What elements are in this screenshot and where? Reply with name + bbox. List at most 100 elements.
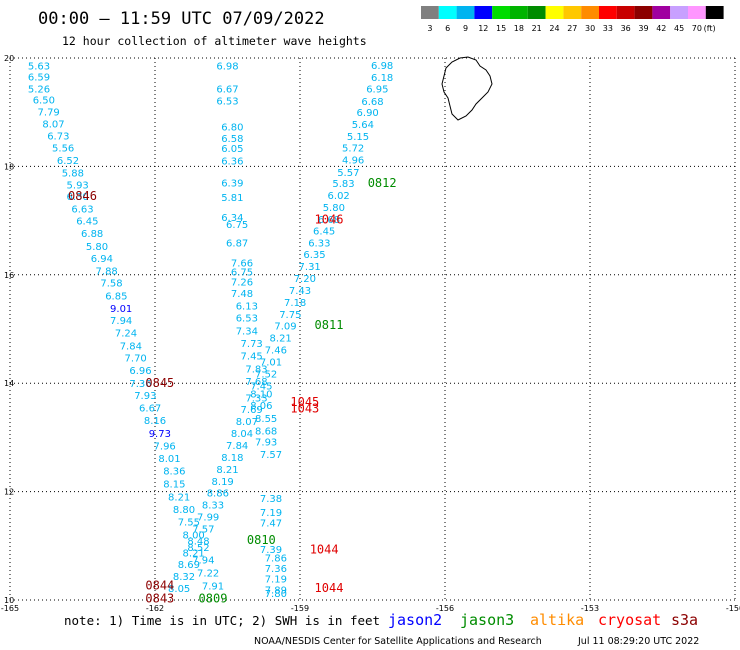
swh-value: 7.19 xyxy=(260,508,282,519)
swh-value: 7.45 xyxy=(241,352,263,363)
swh-value: 8.33 xyxy=(202,501,224,512)
swh-value: 6.53 xyxy=(216,96,238,107)
swh-value: 5.63 xyxy=(28,62,50,73)
chart-title: 00:00 – 11:59 UTC 07/09/2022 xyxy=(38,9,325,29)
satellite-label-altika: altika xyxy=(530,611,584,629)
swh-value: 6.36 xyxy=(221,156,243,167)
pass-time-label: 0844 xyxy=(145,578,174,592)
swh-value: 6.33 xyxy=(308,238,330,249)
swh-value: 7.66 xyxy=(231,258,253,269)
swh-value: 7.38 xyxy=(260,494,282,505)
swh-value: 8.21 xyxy=(216,465,238,476)
x-tick-label: -162 xyxy=(146,604,164,613)
legend-swatch xyxy=(421,6,439,19)
swh-value: 5.15 xyxy=(347,132,369,143)
swh-value: 7.22 xyxy=(197,568,219,579)
pass-time-label: 1044 xyxy=(310,543,339,557)
swh-value: 7.58 xyxy=(100,278,122,289)
swh-value: 6.98 xyxy=(371,61,393,72)
swh-value: 7.84 xyxy=(226,441,248,452)
legend-label: 30 xyxy=(585,24,595,33)
swh-value: 7.33 xyxy=(245,393,267,404)
swh-value: 5.57 xyxy=(337,168,359,179)
swh-value: 5.80 xyxy=(86,242,108,253)
swh-value: 8.16 xyxy=(144,416,166,427)
y-tick-label: 10 xyxy=(4,596,14,605)
swh-value: 6.85 xyxy=(105,291,127,302)
legend-swatch xyxy=(581,6,599,19)
legend-swatch xyxy=(634,6,653,19)
swh-value: 7.26 xyxy=(231,277,253,288)
swh-value: 7.43 xyxy=(289,286,311,297)
legend-label: 15 xyxy=(496,24,506,33)
swh-value: 8.21 xyxy=(168,492,190,503)
swh-value: 5.80 xyxy=(323,203,345,214)
swh-value: 7.57 xyxy=(192,524,214,535)
legend-label: 33 xyxy=(603,24,613,33)
swh-value: 7.47 xyxy=(260,518,282,529)
swh-value: 8.80 xyxy=(173,505,195,516)
legend-swatch xyxy=(705,6,724,19)
swh-value: 8.52 xyxy=(187,543,209,554)
swh-value: 7.88 xyxy=(96,266,118,277)
swh-value: 5.56 xyxy=(52,143,74,154)
swh-value: 8.15 xyxy=(163,479,185,490)
swh-value: 8.06 xyxy=(250,401,272,412)
swh-value: 8.10 xyxy=(250,389,272,400)
swh-value: 6.63 xyxy=(71,205,93,216)
legend-label: 27 xyxy=(567,24,577,33)
swh-value: 5.81 xyxy=(221,193,243,204)
swh-value: 7.91 xyxy=(202,581,224,592)
swh-value: 6.96 xyxy=(129,366,151,377)
legend-swatch xyxy=(456,6,475,19)
swh-value: 6.18 xyxy=(371,73,393,84)
x-tick-label: -159 xyxy=(291,604,309,613)
legend-label: 42 xyxy=(656,24,666,33)
swh-value: 8.18 xyxy=(221,453,243,464)
swh-value: 6.39 xyxy=(221,179,243,190)
legend-swatch xyxy=(563,6,582,19)
legend-swatch xyxy=(492,6,510,19)
swh-value: 6.53 xyxy=(236,314,258,325)
legend-swatch xyxy=(438,6,457,19)
legend-label: 45 xyxy=(674,24,684,33)
legend-label: 70 xyxy=(692,24,702,33)
swh-value: 6.13 xyxy=(236,302,258,313)
swh-value: 6.67 xyxy=(139,404,161,415)
legend-swatch xyxy=(688,6,706,19)
swh-value: 7.68 xyxy=(245,377,267,388)
swh-value: 7.89 xyxy=(265,586,287,597)
swh-value: 7.93 xyxy=(134,391,156,402)
legend-label: 24 xyxy=(549,24,559,33)
swh-value: 8.36 xyxy=(163,466,185,477)
swh-value: 7.83 xyxy=(245,365,267,376)
swh-value: 7.46 xyxy=(265,346,287,357)
swh-value: 8.69 xyxy=(178,560,200,571)
swh-value: 5.93 xyxy=(67,180,89,191)
swh-value: 8.48 xyxy=(187,536,209,547)
swh-value: 7.84 xyxy=(120,341,142,352)
satellite-label-s3a: s3a xyxy=(671,611,698,629)
legend-swatch xyxy=(599,6,617,19)
pass-time-label: 0810 xyxy=(247,533,276,547)
swh-value: 6.45 xyxy=(313,226,335,237)
swh-value: 6.68 xyxy=(361,97,383,108)
pass-time-label: 0812 xyxy=(368,176,397,190)
swh-values: 5.636.595.266.507.798.076.735.566.525.88… xyxy=(28,61,393,600)
swh-value: 6.75 xyxy=(231,268,253,279)
swh-value: 6.88 xyxy=(81,229,103,240)
swh-value: 7.36 xyxy=(265,564,287,575)
legend-swatch xyxy=(670,6,688,19)
swh-value: 8.07 xyxy=(42,120,64,131)
swh-value: 7.69 xyxy=(241,405,263,416)
swh-value: 8.32 xyxy=(173,572,195,583)
x-tick-label: -150 xyxy=(726,604,740,613)
swh-value: 6.45 xyxy=(76,217,98,228)
swh-value: 8.04 xyxy=(231,429,253,440)
swh-value: 7.36 xyxy=(129,379,151,390)
swh-value: 7.79 xyxy=(38,108,60,119)
swh-value: 6.05 xyxy=(221,144,243,155)
island-hawaii-outline xyxy=(441,56,493,121)
swh-value: 5.83 xyxy=(332,179,354,190)
satellite-label-jason2: jason2 xyxy=(388,611,442,629)
